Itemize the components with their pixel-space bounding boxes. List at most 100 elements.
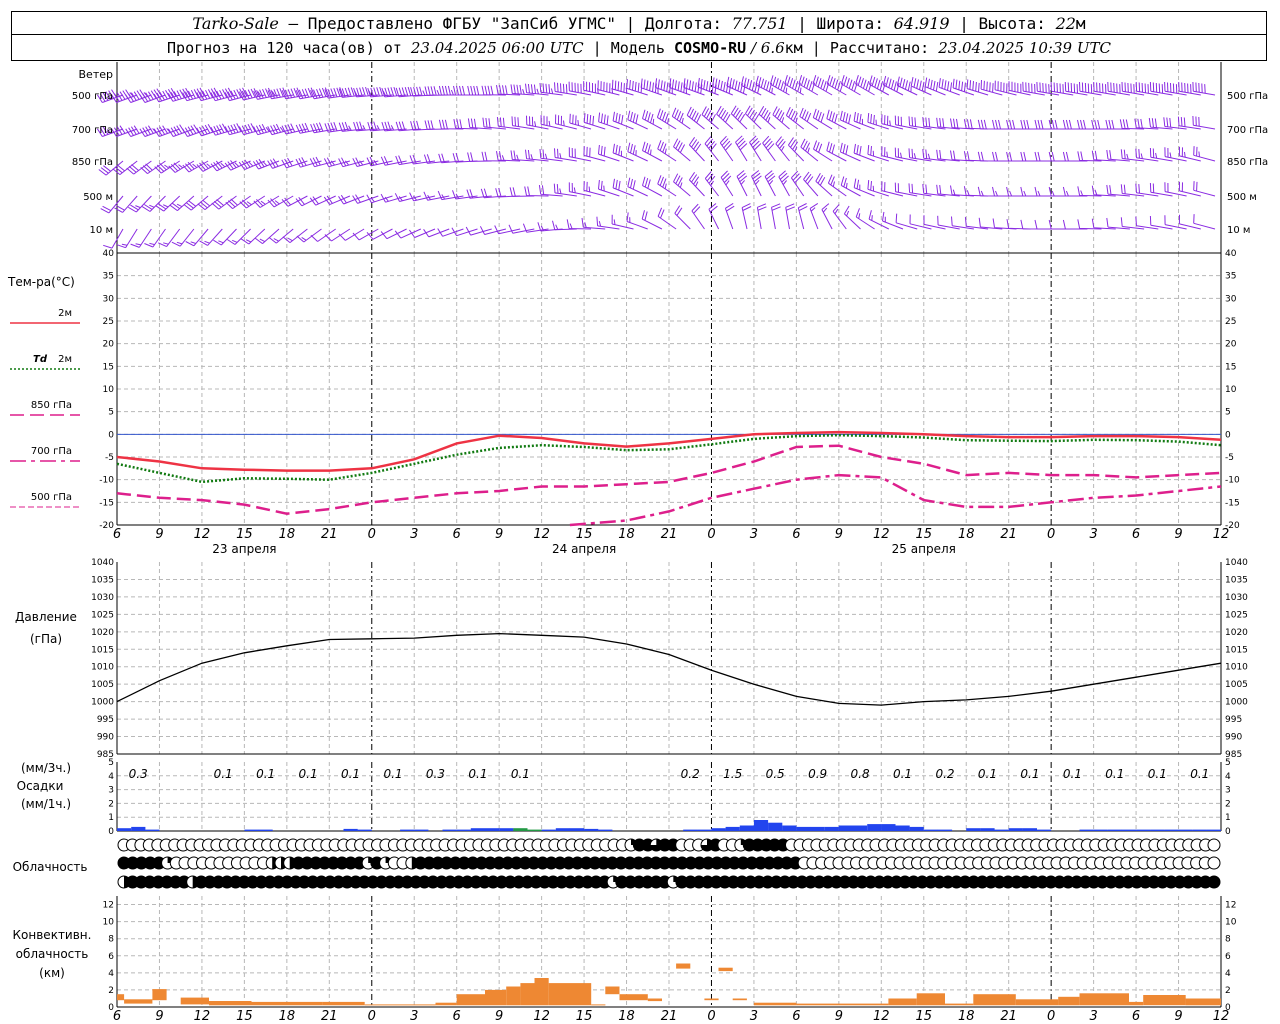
wind-barb: [1006, 119, 1031, 130]
wind-barb: [881, 146, 904, 162]
wind-barb: [253, 87, 280, 100]
wind-barb: [168, 160, 195, 173]
wind-barb: [539, 148, 563, 162]
press-ytick-right: 1035: [1225, 575, 1248, 585]
lon-label: Долгота:: [644, 13, 722, 33]
wind-barb: [1077, 186, 1102, 197]
precip-bar: [810, 826, 825, 831]
sep-1: |: [616, 13, 645, 33]
wind-barb: [410, 86, 436, 97]
temp-xtick-label: 6: [113, 527, 121, 542]
wind-barb: [554, 82, 577, 96]
convective-bar: [1058, 996, 1080, 1006]
precip-bar: [853, 825, 868, 831]
wind-barb: [410, 120, 436, 131]
model-resolution: 6.6: [760, 38, 785, 57]
wind-barb: [724, 202, 735, 230]
wind-barb: [1106, 149, 1130, 162]
forecast-label: Прогноз на 120 часа(ов) от: [167, 38, 402, 57]
wind-barb: [139, 125, 166, 137]
conv-xtick-label: 15: [915, 1009, 932, 1024]
temp-xtick-label: 6: [1132, 527, 1140, 542]
header-forecast-bar: Прогноз на 120 часа(ов) от 23.04.2025 06…: [11, 35, 1267, 61]
conv-xtick-label: 18: [958, 1009, 975, 1024]
wind-barb: [1135, 81, 1159, 96]
wind-barb: [408, 228, 436, 238]
temp-ytick-left: 15: [103, 362, 114, 372]
conv-xtick-label: 21: [321, 1009, 338, 1024]
wind-barb: [882, 75, 904, 96]
wind-barb: [839, 142, 861, 162]
precip-bar: [357, 829, 372, 831]
wind-barb: [611, 79, 634, 96]
conv-ytick-right: 4: [1225, 969, 1231, 979]
convective-bar: [796, 1003, 889, 1006]
wind-barb: [224, 160, 251, 171]
convective-bar: [1079, 993, 1129, 1006]
convective-bar: [506, 986, 521, 1006]
convective-bar: [945, 1003, 974, 1006]
precip-bar: [753, 820, 769, 831]
convective-bar: [456, 994, 485, 1006]
wind-barb: [310, 122, 336, 134]
wind-barb: [642, 109, 663, 130]
wind-barb: [169, 195, 195, 212]
convective-title-2: облачность: [16, 947, 89, 961]
wind-barb: [627, 142, 648, 162]
conv-ytick-right: 8: [1225, 935, 1231, 945]
wind-barb: [211, 195, 237, 210]
wind-barb: [626, 79, 648, 96]
conv-ytick-left: 6: [108, 952, 114, 962]
station-name: Tarko-Sale: [192, 13, 279, 33]
wind-barb: [612, 111, 634, 130]
wind-barb: [894, 115, 918, 130]
wind-barb: [1149, 81, 1173, 96]
wind-barb: [481, 85, 506, 96]
temp-ytick-right: 30: [1225, 294, 1237, 304]
axis-labels-layer: Ветер 500 гПа 500 гПа 700 гПа 700 гПа 850 гПа…: [7, 68, 1268, 1024]
wind-barb: [778, 170, 790, 197]
wind-barb: [882, 211, 904, 230]
wind-barb: [510, 150, 535, 162]
precip-bar: [1093, 829, 1108, 831]
wind-barb: [762, 135, 776, 162]
wind-barb: [324, 87, 350, 99]
conv-xtick-label: 9: [155, 1009, 163, 1024]
wind-barb: [1164, 147, 1187, 162]
wind-barb: [1020, 219, 1045, 230]
wind-barb: [936, 184, 960, 197]
wind-barb: [704, 136, 719, 162]
wind-barb: [673, 138, 691, 162]
wind-barb: [657, 207, 677, 230]
wind-level-left: 500 гПа: [72, 91, 113, 102]
press-ytick-right: 1040: [1225, 558, 1248, 568]
wind-barb: [1149, 215, 1173, 230]
convective-bar: [753, 1002, 797, 1006]
wind-barb: [324, 228, 351, 242]
precip-bar: [513, 828, 528, 831]
wind-barb: [240, 228, 266, 245]
temperature-panel: [116, 430, 1222, 527]
temp-ytick-left: 20: [103, 340, 115, 350]
wind-barb: [453, 119, 478, 130]
wind-barb: [1034, 119, 1059, 130]
precip-bar: [683, 829, 698, 831]
wind-barb: [1077, 119, 1102, 130]
precip-bar: [131, 826, 146, 831]
wind-barb: [821, 203, 833, 230]
convective-bar: [1129, 1001, 1144, 1006]
wind-barb: [465, 226, 492, 236]
convective-bar: [916, 993, 945, 1006]
precip-3h-label: 0.1: [893, 767, 912, 781]
precip-bar: [768, 822, 783, 831]
wind-barb: [832, 204, 847, 230]
wind-barb: [395, 86, 421, 98]
precip-bar: [923, 829, 938, 831]
wind-barb: [697, 77, 719, 96]
conv-xtick-label: 18: [618, 1009, 635, 1024]
precip-bar: [697, 829, 712, 831]
precip-bar: [470, 828, 485, 831]
conv-xtick-label: 9: [495, 1009, 503, 1024]
wind-barb: [1091, 185, 1116, 197]
precip-bar: [485, 828, 500, 831]
